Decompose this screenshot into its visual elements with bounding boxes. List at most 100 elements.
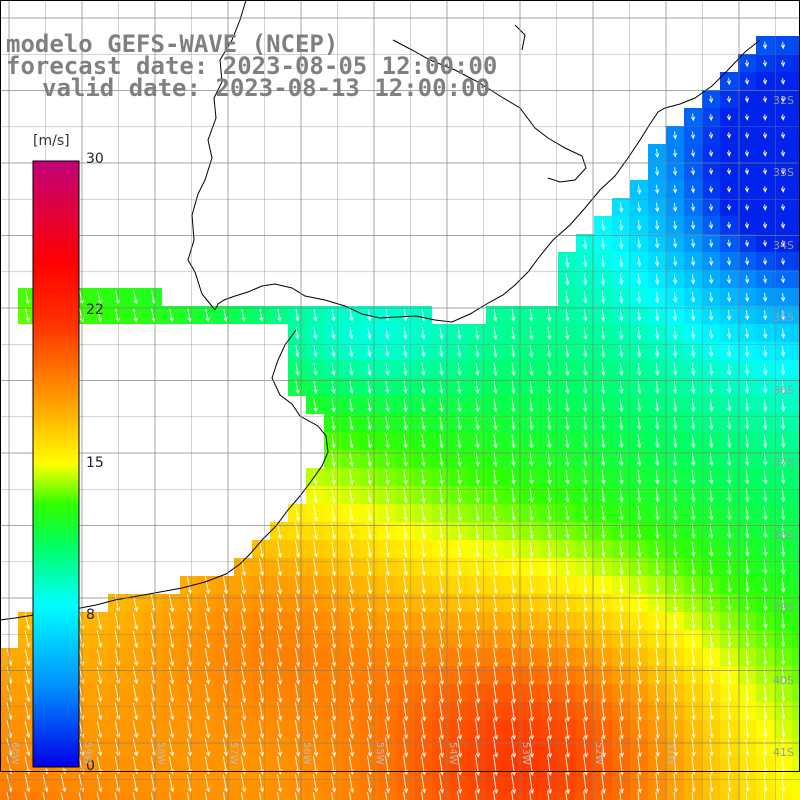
wind-cell [792, 90, 800, 108]
wind-arrow [745, 434, 750, 449]
wind-arrow [511, 398, 516, 413]
wind-arrow [313, 345, 318, 358]
wind-arrow [295, 327, 300, 340]
wind-arrow [781, 470, 786, 485]
wind-arrow [726, 150, 732, 157]
wind-arrow [385, 612, 391, 631]
wind-arrow [780, 257, 786, 266]
wind-arrow [348, 665, 355, 686]
wind-arrow [619, 380, 624, 395]
wind-cell [162, 792, 180, 800]
wind-arrow [529, 612, 534, 631]
wind-arrow [619, 219, 624, 232]
wind-arrow [745, 310, 750, 321]
wind-arrow [601, 416, 606, 431]
wind-arrow [762, 240, 768, 247]
wind-arrow [511, 576, 516, 595]
wind-arrow [673, 541, 678, 558]
wind-arrow [457, 380, 462, 395]
wind-arrow [583, 434, 588, 449]
wind-arrow [672, 167, 678, 176]
wind-arrow [708, 168, 714, 175]
wind-arrow [691, 274, 696, 285]
wind-arrow [439, 416, 444, 431]
wind-arrow [312, 683, 319, 704]
wind-arrow [240, 792, 244, 800]
wind-arrow [367, 594, 373, 613]
wind-arrow [457, 612, 462, 631]
wind-arrow [781, 756, 786, 775]
wind-arrow [331, 540, 336, 559]
wind-arrow [403, 327, 408, 340]
wind-arrow [763, 452, 768, 467]
wind-arrow [367, 309, 372, 322]
wind-arrow [709, 292, 714, 303]
wind-arrow [547, 416, 552, 431]
wind-speed-field [0, 36, 800, 800]
wind-arrow [240, 612, 247, 631]
wind-arrow [294, 594, 301, 613]
wind-arrow [780, 186, 786, 193]
wind-arrow [366, 719, 373, 740]
wind-cell [792, 396, 800, 414]
wind-arrow [780, 132, 786, 139]
wind-arrow [655, 220, 660, 231]
wind-arrow [709, 363, 714, 376]
wind-arrow [637, 666, 642, 685]
wind-arrow [96, 792, 100, 800]
wind-cell [738, 792, 756, 800]
wind-cell [36, 792, 54, 800]
wind-arrow [475, 737, 481, 758]
wind-arrow [726, 239, 732, 248]
wind-arrow [349, 434, 354, 449]
wind-arrow [421, 612, 426, 631]
wind-arrow [655, 791, 658, 800]
wind-arrow [529, 452, 534, 467]
wind-arrow [691, 792, 694, 800]
wind-arrow [781, 703, 786, 720]
wind-cell [342, 792, 360, 800]
wind-arrow [565, 523, 570, 540]
wind-arrow [565, 647, 570, 668]
wind-cell [702, 792, 720, 800]
wind-arrow [493, 416, 498, 431]
wind-arrow [529, 398, 534, 413]
wind-arrow [691, 541, 696, 558]
wind-arrow [276, 594, 283, 613]
wind-cell [630, 792, 648, 800]
wind-arrow [780, 292, 786, 303]
wind-arrow [780, 114, 786, 121]
wind-cell [792, 738, 800, 756]
wind-arrow [547, 344, 552, 359]
wind-arrow [258, 702, 265, 721]
wind-arrow [240, 774, 247, 793]
wind-arrow [708, 113, 714, 122]
wind-arrow [475, 327, 480, 340]
wind-arrow [565, 772, 571, 795]
wind-arrow [204, 684, 211, 703]
wind-arrow [601, 612, 606, 631]
wind-arrow [132, 774, 139, 793]
wind-arrow [367, 683, 373, 704]
wind-cell [792, 180, 800, 198]
wind-arrow [727, 631, 732, 648]
wind-arrow [655, 273, 660, 286]
wind-arrow [132, 792, 136, 800]
wind-arrow [240, 630, 247, 649]
wind-arrow [744, 59, 750, 68]
wind-arrow [385, 398, 390, 413]
wind-arrow [673, 738, 678, 757]
wind-arrow [763, 470, 768, 485]
wind-arrow [493, 772, 499, 795]
wind-arrow [601, 577, 606, 594]
wind-arrow [294, 576, 301, 595]
wind-arrow [763, 345, 768, 358]
wind-arrow [439, 398, 444, 413]
wind-arrow [655, 684, 660, 703]
wind-arrow [673, 327, 678, 340]
wind-arrow [583, 701, 588, 722]
wind-arrow [96, 666, 103, 685]
wind-arrow [330, 792, 334, 800]
wind-arrow [655, 612, 660, 631]
wind-arrow [673, 684, 678, 703]
